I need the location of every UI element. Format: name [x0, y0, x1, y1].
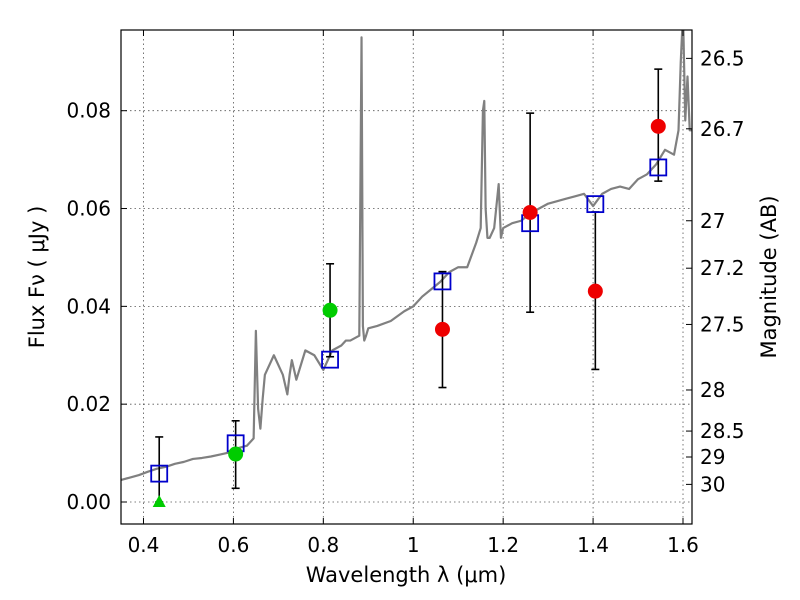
x-tick-label: 1.4: [577, 533, 609, 557]
x-tick-label: 1: [407, 533, 420, 557]
magnitude-tick-label: 30: [700, 472, 725, 496]
grid: [121, 30, 692, 524]
y-tick-label: 0.04: [66, 294, 111, 318]
magnitude-tick-label: 27.5: [700, 312, 745, 336]
green-data-point: [228, 446, 244, 462]
x-tick-label: 0.6: [217, 533, 249, 557]
magnitude-tick-label: 28.5: [700, 419, 745, 443]
x-tick-label: 0.8: [307, 533, 339, 557]
magnitude-tick-label: 26.7: [700, 117, 745, 141]
y-tick-label: 0.00: [66, 490, 111, 514]
model-point-square: [321, 350, 339, 369]
green-upper-limit-triangle: [152, 494, 166, 507]
y-axis-label: Flux Fν ( μJy ): [25, 206, 49, 349]
red-data-point: [650, 118, 666, 134]
red-data-point: [587, 283, 603, 299]
y-tick-label: 0.06: [66, 197, 111, 221]
axis-ticks: [121, 30, 692, 524]
green-data-point: [322, 302, 338, 318]
red-data-point: [434, 321, 450, 337]
model-point-square: [433, 272, 452, 291]
magnitude-tick-label: 27: [700, 209, 725, 233]
plot-frame: [120, 29, 693, 525]
spectrum-line: [121, 30, 692, 482]
x-tick-label: 1.6: [667, 533, 699, 557]
y-tick-label: 0.02: [66, 392, 111, 416]
model-point-square: [150, 464, 169, 483]
x-axis-label: Wavelength λ (μm): [306, 563, 507, 587]
magnitude-tick-label: 28: [700, 378, 725, 402]
errorbar-layer: [155, 68, 663, 503]
magnitude-tick-label: 29: [700, 445, 725, 469]
marker-layer: [150, 118, 668, 507]
magnitude-tick-label: 27.2: [700, 256, 745, 280]
tick-labels: 0.4 0.6 0.8 1 1.2 1.4 1.6 0.00 0.02 0.04 0.06 0.08 2…: [66, 46, 744, 557]
red-data-point: [522, 204, 538, 220]
x-tick-label: 0.4: [128, 533, 160, 557]
model-point-square: [649, 158, 668, 177]
magnitude-tick-label: 26.5: [700, 46, 745, 70]
x-tick-label: 1.2: [487, 533, 519, 557]
y-tick-label: 0.08: [66, 99, 111, 123]
spectrum-layer: [121, 30, 692, 482]
model-point-square: [586, 195, 605, 214]
y-axis-right-label: Magnitude (AB): [757, 195, 781, 358]
